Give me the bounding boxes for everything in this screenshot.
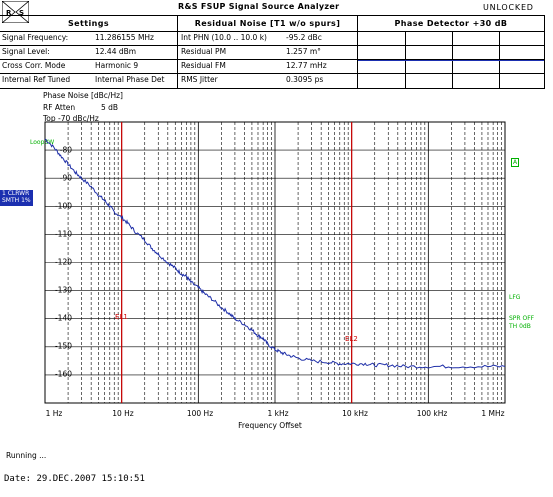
int-phn-label: Int PHN (10.0 .. 10.0 k)	[181, 33, 267, 42]
x-tick-label: 1 Hz	[45, 409, 63, 418]
int-phn-value: -95.2 dBc	[286, 33, 322, 42]
col-divider-2	[357, 15, 358, 88]
rs-logo-icon: R S	[2, 1, 29, 23]
lock-status: UNLOCKED	[483, 3, 534, 12]
signal-level-value: 12.44 dBm	[95, 47, 137, 56]
signal-level-label: Signal Level:	[2, 47, 50, 56]
svg-text:S: S	[19, 9, 24, 17]
cross-corr-mode-label: Cross Corr. Mode	[2, 61, 66, 70]
lfg-label: LFG	[509, 294, 521, 301]
chart-grid	[44, 121, 506, 404]
phase-noise-trace	[44, 138, 506, 369]
x-axis-title: Frequency Offset	[238, 421, 302, 430]
x-tick-label: 1 kHz	[267, 409, 289, 418]
x-tick-label: 1 MHz	[481, 409, 505, 418]
cross-corr-mode-value: Harmonic 9	[95, 61, 139, 70]
y-tick-label: -120	[54, 257, 72, 267]
trace-mode-badge: 1 CLRWR SMTH 1%	[0, 190, 33, 206]
top-level-label: Top -70 dBc/Hz	[43, 114, 99, 123]
residual-noise-column-header: Residual Noise [T1 w/o spurs]	[194, 18, 341, 28]
spr-off-label: SPR OFF	[509, 315, 535, 322]
x-tick-label: 10 kHz	[342, 409, 368, 418]
table-bottom-line	[0, 88, 545, 89]
phase-detector-column-header: Phase Detector +30 dB	[394, 18, 508, 28]
col-divider-3	[544, 15, 545, 88]
el2-marker-label: EL2	[345, 335, 358, 343]
trace-mode-line2: SMTH 1%	[2, 197, 31, 204]
th-label: TH 0dB	[509, 323, 531, 330]
y-tick-label: -150	[54, 341, 72, 351]
residual-fm-value: 12.77 mHz	[286, 61, 327, 70]
running-status: Running ...	[6, 451, 47, 460]
chart-trace	[44, 138, 506, 369]
y-tick-label: -140	[54, 313, 72, 323]
signal-frequency-label: Signal Frequency:	[2, 33, 69, 42]
chart-markers	[121, 122, 353, 403]
y-tick-label: -110	[54, 229, 72, 239]
row-line-3	[0, 73, 545, 74]
x-tick-label: 100 Hz	[186, 409, 214, 418]
svg-text:R: R	[6, 9, 12, 17]
signal-frequency-value: 11.286155 MHz	[95, 33, 154, 42]
el1-marker-label: EL1	[115, 313, 128, 321]
residual-pm-label: Residual PM	[181, 47, 227, 56]
internal-ref-tuned-label: Internal Ref Tuned	[2, 75, 71, 84]
rf-atten-value: 5 dB	[101, 103, 119, 112]
row-line-2	[0, 59, 545, 60]
a-marker-label: A	[511, 158, 520, 167]
row-line-1	[0, 45, 545, 46]
rf-atten-label: RF Atten	[43, 103, 76, 112]
table-top-line	[0, 15, 545, 16]
rms-jitter-value: 0.3095 ps	[286, 75, 324, 84]
phase-detector-blue-line	[358, 60, 544, 61]
loop-bw-label: LoopBW	[30, 139, 55, 146]
x-tick-label: 100 kHz	[416, 409, 448, 418]
residual-fm-label: Residual FM	[181, 61, 226, 70]
trace-mode-line1: 1 CLRWR	[2, 190, 30, 197]
phase-noise-unit-label: Phase Noise [dBc/Hz]	[43, 91, 123, 100]
table-header-bottom	[0, 31, 545, 32]
date-stamp: Date: 29.DEC.2007 15:10:51	[4, 474, 145, 484]
y-tick-label: -130	[54, 285, 72, 295]
internal-ref-tuned-value: Internal Phase Det	[95, 75, 165, 84]
col-divider-1	[177, 15, 178, 88]
app-title: R&S FSUP Signal Source Analyzer	[178, 2, 340, 11]
x-tick-label: 10 Hz	[112, 409, 134, 418]
settings-column-header: Settings	[68, 18, 109, 28]
y-tick-label: -160	[54, 369, 72, 379]
rms-jitter-label: RMS Jitter	[181, 75, 218, 84]
residual-pm-value: 1.257 m°	[286, 47, 321, 56]
